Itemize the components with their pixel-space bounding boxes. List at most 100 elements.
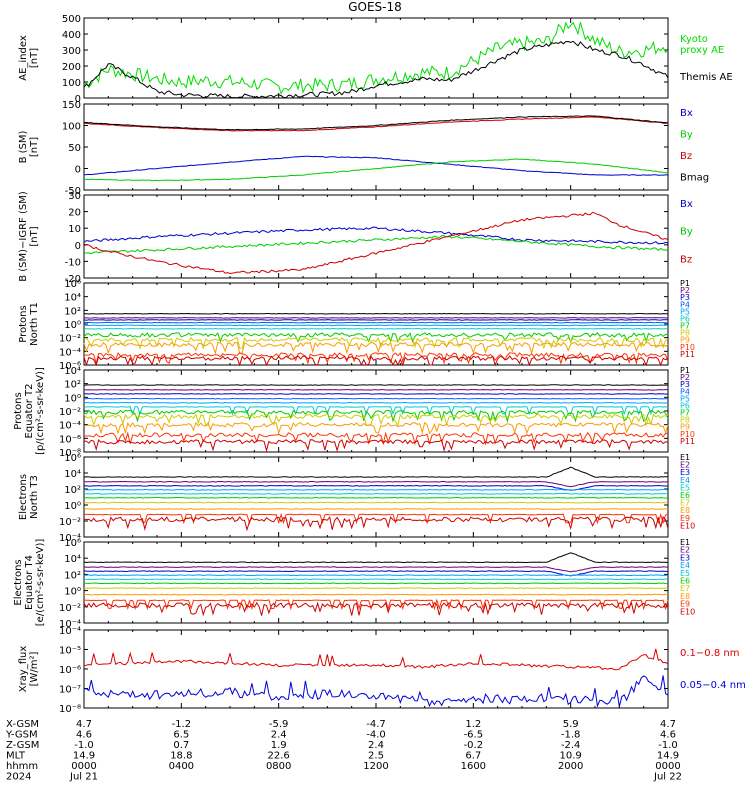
y-axis-label: [nT] [29,226,40,246]
y-tick-label: 10⁻⁸ [59,704,81,715]
legend-label: E4 [680,561,690,570]
y-tick-label: 10⁰ [64,587,81,598]
ephemeris-value: -0.2 [464,740,484,751]
series-line-p1 [83,312,669,315]
series-line-e7 [83,501,669,504]
legend-label: Bz [680,254,692,265]
y-tick-label: 10⁶ [64,453,81,464]
y-axis-label: [nT] [29,48,40,68]
ephemeris-value: 18.8 [170,751,192,762]
ephemeris-value: 2000 [558,761,583,772]
legend-label: Bmag [680,173,709,184]
y-tick-label: -50 [65,186,81,197]
y-tick-label: 10⁻² [59,407,81,418]
ephemeris-value: 0800 [266,761,291,772]
series-line-e8 [84,593,669,596]
series-line-e4 [83,574,669,577]
series-line-p8 [83,336,669,351]
y-tick-label: 10⁶ [64,538,81,549]
legend-label: P2 [680,286,690,295]
series-line-p6 [83,327,669,330]
y-tick-label: 10⁻² [59,334,81,345]
series-line-bx [83,226,669,245]
series-line-p2 [83,317,669,319]
ephemeris-value: 4.7 [76,719,92,730]
legend-label: P1 [680,279,690,288]
series-line-e7 [83,587,669,590]
ephemeris-value: 10.9 [560,751,582,762]
y-tick-label: -20 [65,274,81,285]
legend-label: E9 [680,600,690,609]
series-line-p11 [83,438,669,453]
legend-label: P10 [680,430,695,439]
legend-label: P3 [680,293,690,302]
y-axis-label: North T1 [29,302,40,346]
ephemeris-value: 4.7 [660,719,676,730]
series-line-p2 [83,388,668,391]
y-tick-label: 10⁴ [64,293,81,304]
ephemeris-value: Jul 21 [69,772,98,783]
series-line-p10 [84,351,669,366]
y-tick-label: 10⁻⁶ [59,665,81,676]
ephemeris-value: 14.9 [657,751,679,762]
series-line-p5 [84,401,669,404]
ephemeris-value: 1.9 [271,740,287,751]
y-axis-label: Protons [18,305,29,342]
legend-label: E8 [680,592,690,601]
ephemeris-value: 0400 [169,761,194,772]
y-axis-label: Equator T2 [24,384,35,439]
legend-label: E1 [680,538,690,547]
panel-frame [83,103,669,191]
legend-label: P5 [680,394,690,403]
legend-label: Bx [680,199,693,210]
series-line-e9 [83,598,669,611]
ephemeris-value: 2.4 [271,730,287,741]
series-line-0108nm [83,648,669,671]
legend-label: By [680,227,693,238]
series-line-00504nm [83,675,669,708]
legend-label: E6 [680,491,690,500]
legend-label: P4 [680,387,690,396]
ephemeris-label: X-GSM [6,719,39,730]
ephemeris-label: 2024 [6,772,31,783]
legend-label: proxy AE [680,45,724,56]
y-axis-label: Electrons [18,474,29,520]
ephemeris-value: 6.5 [173,730,189,741]
legend-label: E5 [680,569,690,578]
y-tick-label: 10⁶ [64,279,81,290]
series-line-p11 [83,355,669,367]
y-axis-label: [nT] [29,137,40,157]
legend-label: P11 [680,350,695,359]
series-line-e6 [83,496,669,499]
legend-label: E3 [680,553,690,562]
legend-label: E1 [680,453,690,462]
legend-label: P6 [680,314,690,323]
series-line-bz [83,211,669,275]
series-line-e1 [83,466,669,478]
ephemeris-value: -6.5 [464,730,484,741]
ephemeris-value: Jul 22 [653,772,682,783]
series-line-e5 [83,578,669,581]
y-tick-label: 10² [64,380,81,391]
y-tick-label: 10⁻⁴ [59,421,81,432]
legend-label: P1 [680,366,690,375]
y-tick-label: 0 [75,165,81,176]
y-tick-label: 10⁰ [64,501,81,512]
series-line-p4 [83,321,669,324]
series-line-by [83,158,669,182]
y-tick-label: 10⁴ [64,469,81,480]
legend-label: E6 [680,577,690,586]
legend-label: P2 [680,373,690,382]
y-axis-label: Equator T4 [24,555,35,610]
y-tick-label: 20 [68,208,81,219]
y-tick-label: 10² [64,485,81,496]
series-line-e9 [83,512,669,525]
legend-label: E5 [680,483,690,492]
series-line-kyotoproxyae [83,21,669,95]
ephemeris-value: -4.0 [366,730,386,741]
series-line-p10 [83,431,669,446]
y-tick-label: 0 [75,241,81,252]
ephemeris-value: 0000 [71,761,96,772]
y-axis-label: AE_index [18,35,29,81]
ephemeris-value: 1.2 [465,719,481,730]
